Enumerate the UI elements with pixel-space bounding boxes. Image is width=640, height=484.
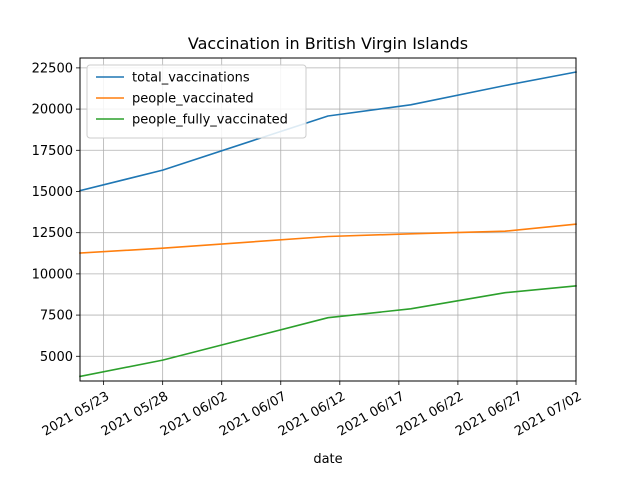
series-lines bbox=[79, 71, 577, 378]
legend-entry-label: people_fully_vaccinated bbox=[132, 113, 288, 128]
legend-entry-label: people_vaccinated bbox=[132, 92, 254, 107]
chart-title: Vaccination in British Virgin Islands bbox=[188, 34, 468, 53]
y-tick-label: 22500 bbox=[32, 61, 73, 76]
y-tick-label: 7500 bbox=[40, 309, 73, 324]
grid-lines bbox=[80, 58, 577, 381]
y-tick-label: 15000 bbox=[32, 185, 73, 200]
y-tick-label: 5000 bbox=[40, 350, 73, 365]
legend-entry-label: total_vaccinations bbox=[132, 71, 250, 86]
y-tick-label: 17500 bbox=[32, 144, 73, 159]
legend-box bbox=[86, 64, 307, 139]
legend: total_vaccinations people_vaccinatedpeopl… bbox=[86, 64, 307, 139]
plot-frame bbox=[79, 57, 577, 382]
x-axis-label: date bbox=[313, 452, 342, 467]
series-line-people-fully-vaccinated bbox=[79, 285, 577, 378]
y-tick-label: 20000 bbox=[32, 103, 73, 118]
series-line-people-vaccinated bbox=[79, 223, 577, 254]
series-line-total-vaccinations bbox=[79, 71, 577, 192]
y-tick-label: 12500 bbox=[32, 226, 73, 241]
y-tick-label: 10000 bbox=[32, 267, 73, 282]
x-tick-label: 2021 07/02 bbox=[512, 389, 584, 439]
